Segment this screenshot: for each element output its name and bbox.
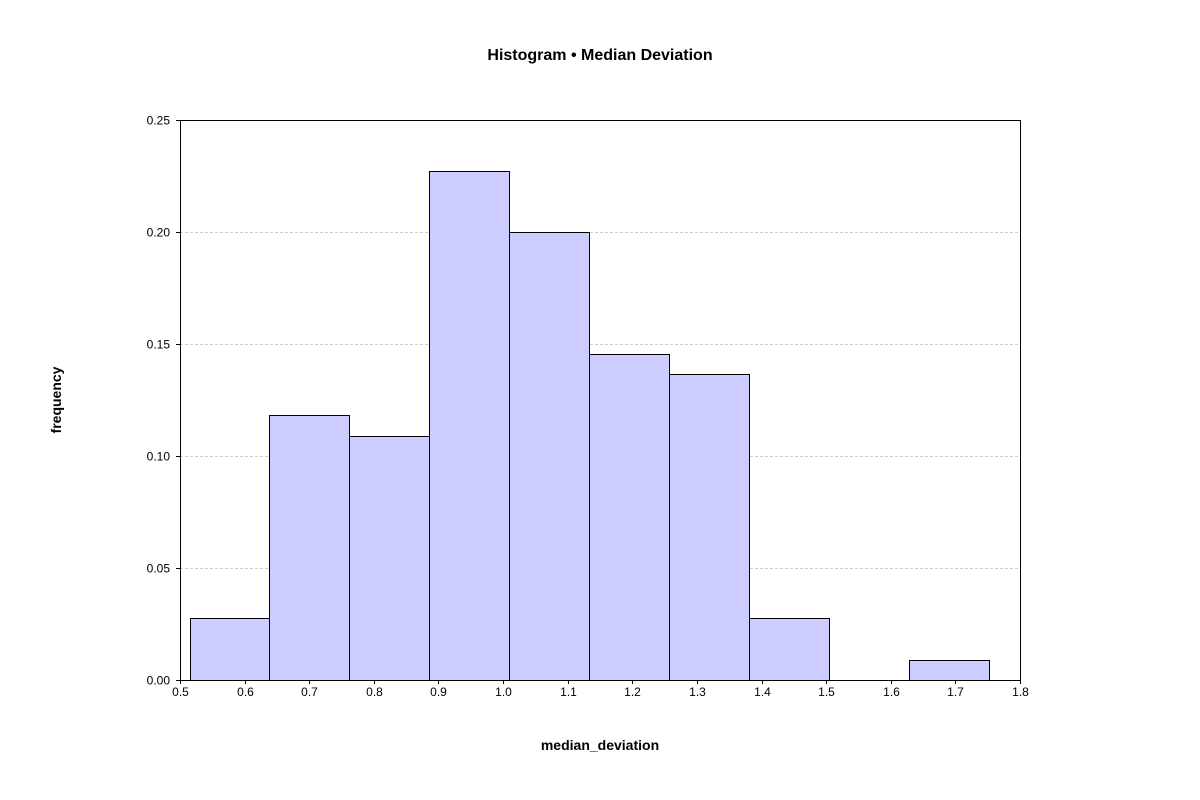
- x-tick-label-11: 1.6: [883, 685, 900, 699]
- histogram-bar-7: [749, 618, 830, 681]
- x-tick-label-10: 1.5: [818, 685, 835, 699]
- histogram-bar-5: [589, 354, 670, 681]
- histogram-bar-1: [269, 415, 350, 681]
- x-tick-label-7: 1.2: [624, 685, 641, 699]
- x-tick-label-12: 1.7: [947, 685, 964, 699]
- x-tick-label-9: 1.4: [754, 685, 771, 699]
- y-tick-label-2: 0.10: [147, 450, 171, 464]
- x-axis-label: median_deviation: [541, 737, 659, 753]
- x-tick-label-0: 0.5: [172, 685, 189, 699]
- x-axis: 0.5 0.6 0.7 0.8 0.9 1.0 1.1 1.2 1.3 1.4 1.5 1.6 1.7 1…: [172, 680, 1029, 699]
- x-tick-label-2: 0.7: [301, 685, 318, 699]
- histogram-bars: [190, 171, 990, 681]
- x-tick-label-8: 1.3: [689, 685, 706, 699]
- histogram-bar-3: [429, 171, 510, 681]
- y-tick-label-4: 0.20: [147, 226, 171, 240]
- x-tick-label-6: 1.1: [560, 685, 577, 699]
- histogram-bar-2: [349, 436, 430, 681]
- y-axis-label: frequency: [48, 366, 64, 433]
- y-tick-label-5: 0.25: [147, 114, 171, 128]
- y-tick-label-3: 0.15: [147, 338, 171, 352]
- chart-title: Histogram • Median Deviation: [487, 47, 712, 64]
- x-tick-label-5: 1.0: [495, 685, 512, 699]
- histogram-bar-9: [909, 660, 990, 681]
- x-tick-label-3: 0.8: [366, 685, 383, 699]
- histogram-bar-0: [190, 618, 270, 681]
- histogram-bar-4: [509, 232, 590, 681]
- y-tick-label-1: 0.05: [147, 562, 171, 576]
- plot-area-border: [180, 120, 1021, 681]
- y-axis: 0.00 0.05 0.10 0.15 0.20 0.25: [147, 114, 180, 688]
- histogram-bar-6: [669, 374, 750, 681]
- y-tick-label-0: 0.00: [147, 674, 171, 688]
- x-tick-label-4: 0.9: [430, 685, 447, 699]
- x-tick-label-1: 0.6: [237, 685, 254, 699]
- x-tick-label-13: 1.8: [1012, 685, 1029, 699]
